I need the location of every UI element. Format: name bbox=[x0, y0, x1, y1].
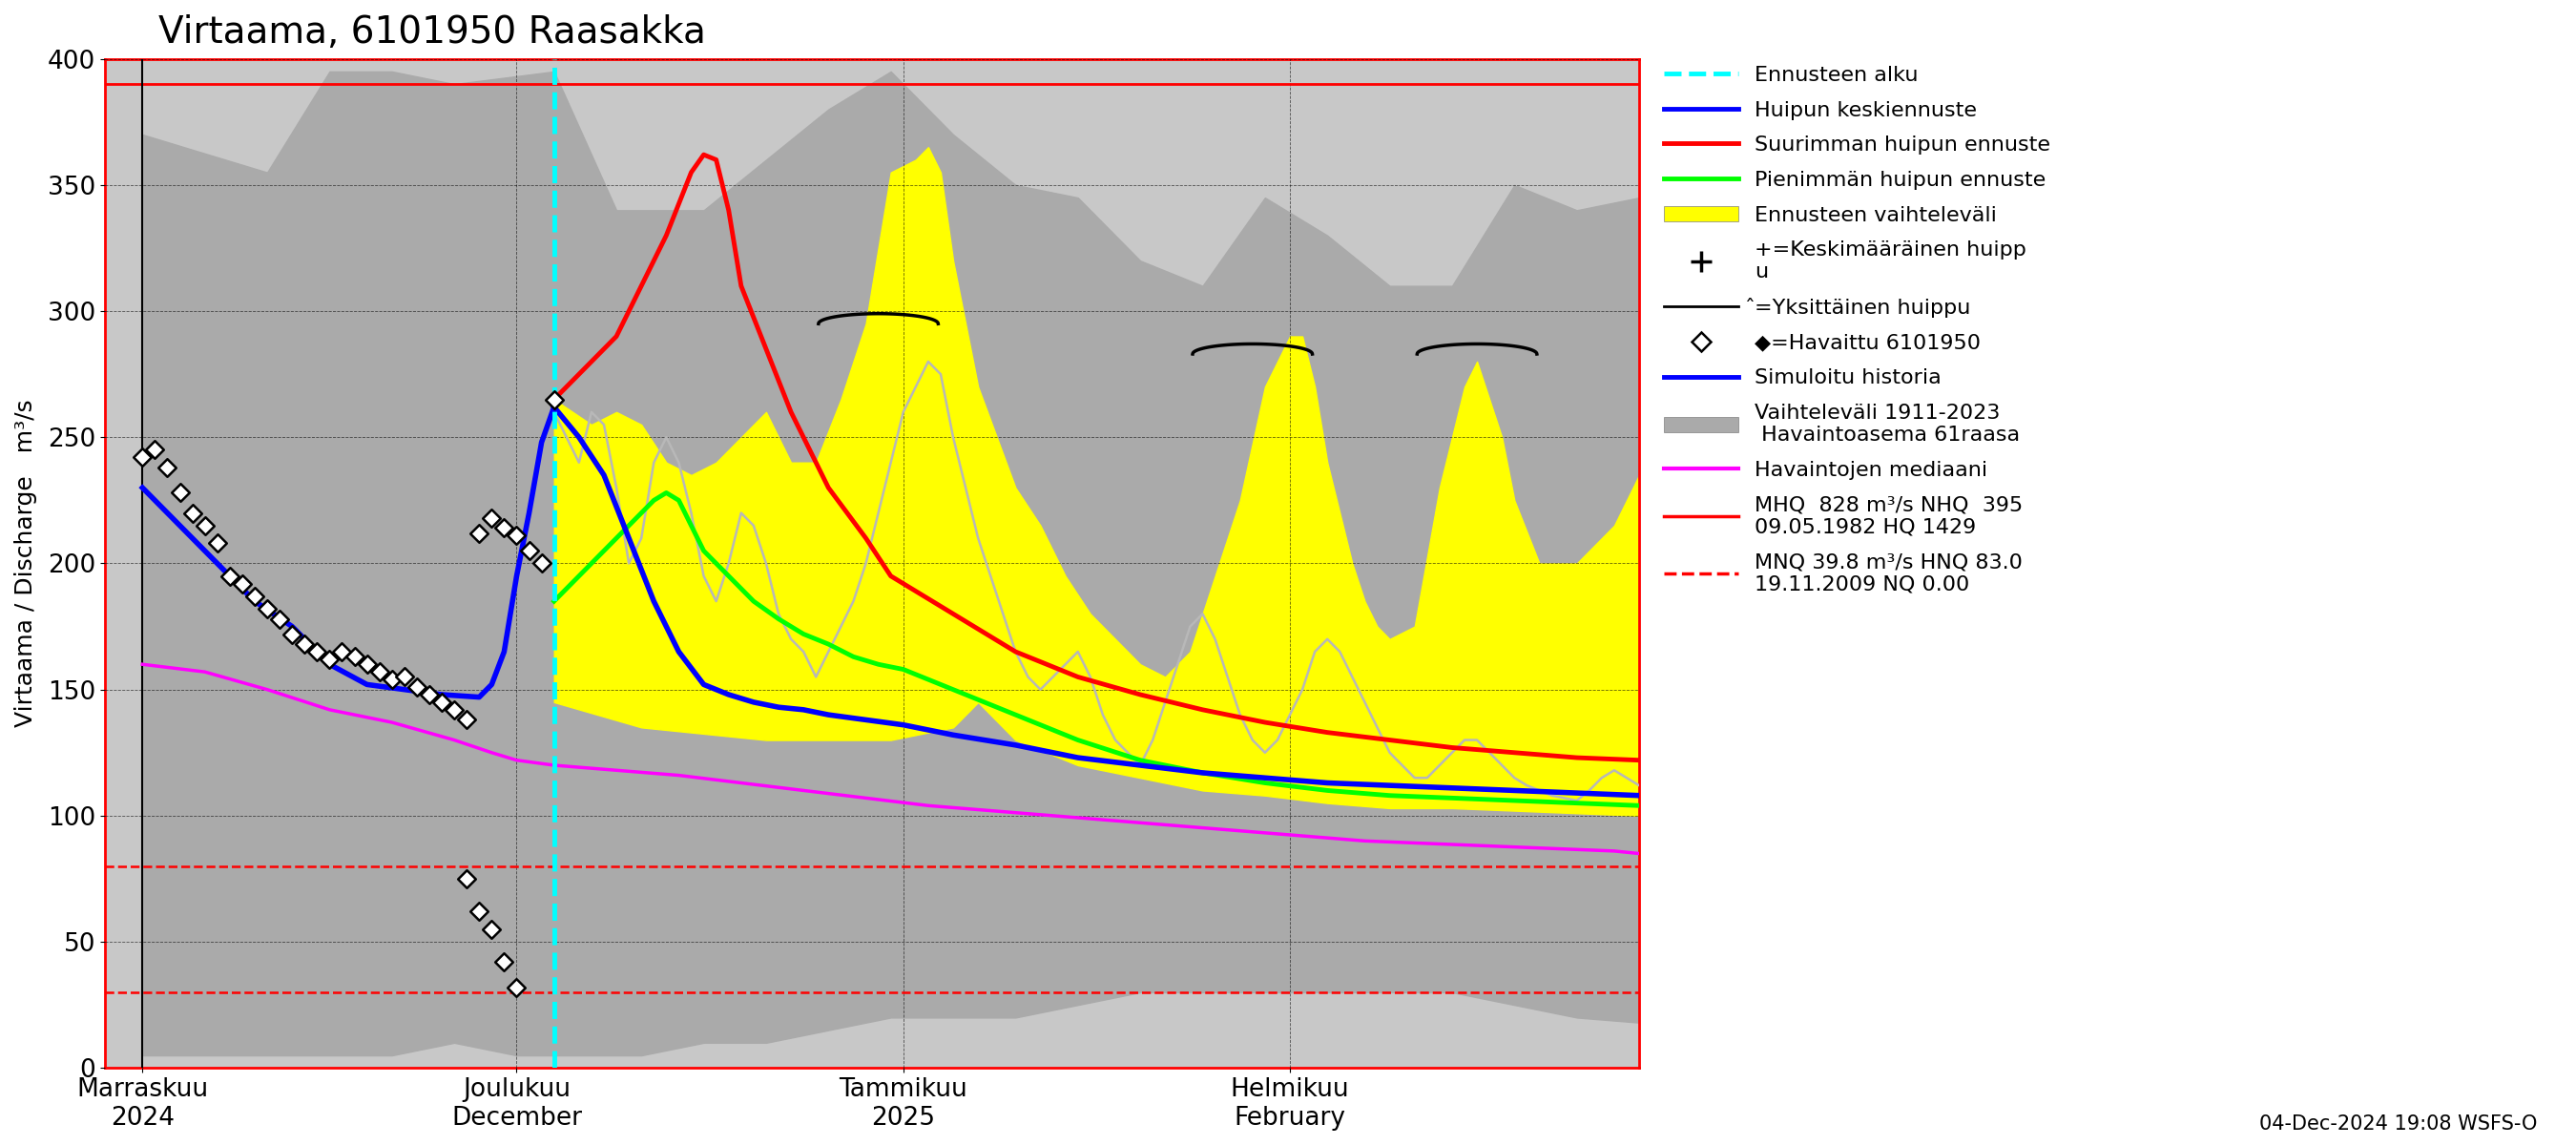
Point bbox=[371, 670, 412, 688]
Point bbox=[173, 504, 214, 522]
Point bbox=[260, 610, 301, 629]
Point bbox=[471, 921, 513, 939]
Point bbox=[497, 978, 538, 996]
Point bbox=[196, 534, 237, 552]
Point bbox=[520, 554, 562, 572]
Point bbox=[459, 524, 500, 543]
Point bbox=[533, 390, 574, 409]
Point bbox=[309, 650, 350, 669]
Point bbox=[484, 953, 526, 971]
Point bbox=[147, 458, 188, 476]
Point bbox=[397, 678, 438, 696]
Point bbox=[121, 449, 162, 467]
Point bbox=[471, 508, 513, 527]
Point bbox=[247, 600, 289, 618]
Point bbox=[222, 575, 263, 593]
Point bbox=[410, 686, 451, 704]
Text: Virtaama, 6101950 Raasakka: Virtaama, 6101950 Raasakka bbox=[160, 14, 706, 50]
Point bbox=[134, 441, 175, 459]
Point bbox=[209, 567, 250, 585]
Point bbox=[497, 527, 538, 545]
Text: 04-Dec-2024 19:08 WSFS-O: 04-Dec-2024 19:08 WSFS-O bbox=[2259, 1114, 2537, 1134]
Point bbox=[283, 635, 325, 654]
Point bbox=[446, 711, 487, 729]
Point bbox=[459, 902, 500, 921]
Legend: Ennusteen alku, Huipun keskiennuste, Suurimman huipun ennuste, Pienimmän huipun : Ennusteen alku, Huipun keskiennuste, Suu… bbox=[1656, 60, 2058, 600]
Y-axis label: Virtaama / Discharge   m³/s: Virtaama / Discharge m³/s bbox=[15, 400, 36, 727]
Point bbox=[420, 693, 461, 711]
Point bbox=[507, 542, 549, 560]
Point bbox=[185, 516, 227, 535]
Point bbox=[446, 869, 487, 887]
Point bbox=[433, 701, 474, 719]
Point bbox=[484, 519, 526, 537]
Point bbox=[234, 587, 276, 606]
Point bbox=[322, 642, 363, 661]
Point bbox=[335, 648, 376, 666]
Point bbox=[358, 663, 399, 681]
Point bbox=[296, 642, 337, 661]
Point bbox=[270, 625, 312, 643]
Point bbox=[345, 655, 386, 673]
Point bbox=[384, 668, 425, 686]
Point bbox=[160, 483, 201, 502]
